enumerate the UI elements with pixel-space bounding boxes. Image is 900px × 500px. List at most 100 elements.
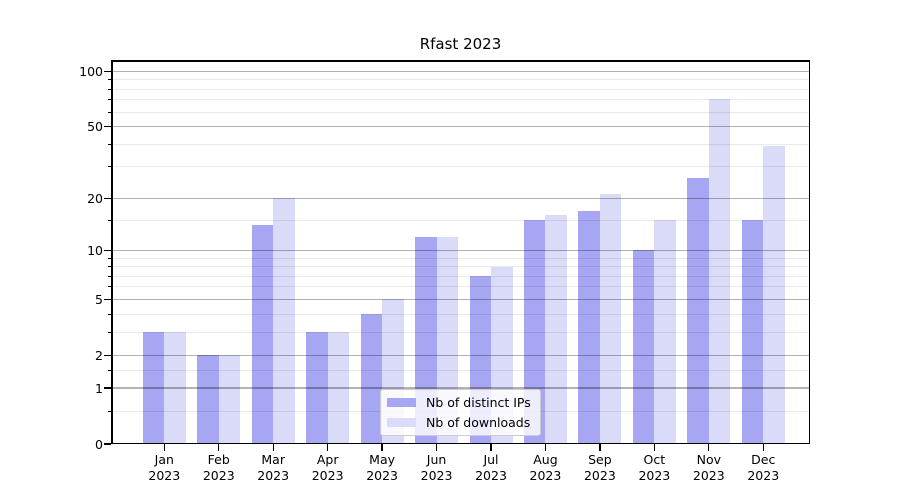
gridline-minor-60	[111, 111, 810, 113]
gridline-minor-9	[111, 257, 810, 259]
y-minor-tick-80	[107, 88, 111, 90]
gridline-major-20	[111, 197, 810, 199]
plot-frame-left	[111, 60, 113, 444]
y-minor-tick-9	[107, 257, 111, 259]
y-tick-label-0: 0	[95, 436, 103, 452]
y-minor-tick-40	[107, 143, 111, 145]
x-tick-aug	[544, 444, 547, 451]
y-tick-0	[104, 443, 111, 445]
gridline-major-5	[111, 298, 810, 300]
x-tick-label-jan: Jan 2023	[148, 452, 181, 483]
y-tick-label-100: 100	[79, 63, 103, 79]
legend-label-downloads: Nb of downloads	[426, 415, 531, 430]
x-tick-jun	[435, 444, 438, 451]
y-tick-5	[104, 298, 111, 300]
y-minor-tick-1.5	[107, 369, 111, 371]
gridline-major-2	[111, 354, 810, 356]
y-tick-label-1: 1	[95, 380, 103, 396]
gridline-minor-40	[111, 143, 810, 145]
y-tick-label-10: 10	[87, 242, 103, 258]
x-tick-mar	[272, 444, 274, 451]
gridline-major-10	[111, 249, 810, 251]
bar-distinct-ips-nov	[687, 177, 709, 444]
x-tick-label-feb: Feb 2023	[202, 452, 235, 483]
x-tick-label-aug: Aug 2023	[529, 452, 562, 483]
gridline-minor-15	[111, 219, 810, 221]
bar-downloads-aug	[545, 215, 567, 444]
y-minor-tick-3	[107, 331, 111, 333]
x-tick-label-apr: Apr 2023	[311, 452, 344, 483]
x-tick-dec	[762, 444, 764, 451]
y-minor-tick-7	[107, 275, 111, 277]
gridline-minor-70	[111, 99, 810, 101]
y-minor-tick-15	[107, 219, 111, 221]
bar-distinct-ips-dec	[741, 220, 764, 444]
x-tick-label-dec: Dec 2023	[747, 452, 780, 483]
y-tick-label-50: 50	[87, 119, 103, 135]
y-minor-tick-60	[107, 111, 111, 113]
gridline-minor-4	[111, 313, 810, 315]
y-tick-label-2: 2	[95, 347, 103, 363]
x-tick-label-jul: Jul 2023	[475, 452, 507, 483]
y-minor-tick-6	[107, 286, 111, 288]
plot-frame-top	[111, 60, 810, 62]
bar-downloads-feb	[218, 355, 241, 444]
y-minor-tick-0.5	[107, 410, 111, 412]
bar-distinct-ips-sep	[578, 210, 600, 444]
gridline-minor-30	[111, 166, 810, 168]
x-tick-label-sep: Sep 2023	[583, 452, 616, 483]
y-minor-tick-8	[107, 266, 111, 268]
bar-downloads-sep	[599, 194, 622, 444]
bar-downloads-oct	[654, 220, 676, 444]
y-tick-50	[104, 125, 111, 128]
x-tick-may	[381, 444, 383, 451]
bar-distinct-ips-aug	[523, 220, 546, 444]
y-minor-tick-90	[107, 79, 111, 81]
y-tick-100	[104, 70, 111, 73]
gridline-minor-80	[111, 88, 810, 90]
plot-area: Nb of distinct IPs Nb of downloads	[111, 60, 810, 445]
bar-distinct-ips-oct	[632, 250, 655, 444]
gridline-major-100	[111, 70, 810, 72]
bar-downloads-apr	[327, 332, 350, 444]
bar-downloads-dec	[763, 146, 785, 444]
y-minor-tick-70	[107, 99, 111, 101]
x-tick-label-oct: Oct 2023	[638, 452, 671, 483]
x-tick-label-nov: Nov 2023	[692, 452, 725, 483]
legend-swatch-downloads	[387, 417, 416, 428]
y-tick-label-20: 20	[87, 190, 103, 206]
bar-distinct-ips-mar	[251, 225, 274, 444]
y-minor-tick-30	[107, 166, 111, 168]
x-tick-jul	[490, 444, 492, 451]
x-tick-label-mar: Mar 2023	[257, 452, 290, 483]
gridline-major-1	[111, 387, 810, 389]
bar-downloads-mar	[273, 198, 295, 444]
y-tick-label-5: 5	[95, 291, 103, 307]
y-tick-1	[104, 387, 111, 389]
legend-entry-distinct-ips: Nb of distinct IPs	[387, 394, 531, 411]
gridline-major-50	[111, 125, 810, 128]
y-tick-10	[104, 249, 111, 252]
gridline-minor-1.5	[111, 369, 810, 371]
x-tick-label-jun: Jun 2023	[420, 452, 453, 483]
gridline-minor-8	[111, 266, 810, 268]
y-minor-tick-4	[107, 313, 111, 315]
legend-entry-downloads: Nb of downloads	[387, 414, 531, 431]
legend-swatch-distinct-ips	[387, 397, 416, 408]
bar-distinct-ips-may	[360, 314, 383, 444]
plot-frame-right	[808, 60, 810, 444]
x-tick-feb	[218, 444, 220, 451]
x-tick-apr	[327, 444, 329, 451]
x-tick-jan	[163, 444, 165, 451]
x-tick-nov	[708, 444, 710, 451]
chart-title: Rfast 2023	[419, 35, 502, 53]
gridline-minor-3	[111, 331, 810, 333]
gridline-minor-7	[111, 275, 810, 277]
plot-frame-bottom	[111, 442, 810, 445]
y-tick-2	[104, 354, 111, 356]
x-tick-oct	[653, 444, 655, 451]
bar-distinct-ips-jan	[142, 332, 165, 444]
bar-downloads-jan	[164, 332, 186, 444]
bar-distinct-ips-apr	[306, 332, 328, 444]
